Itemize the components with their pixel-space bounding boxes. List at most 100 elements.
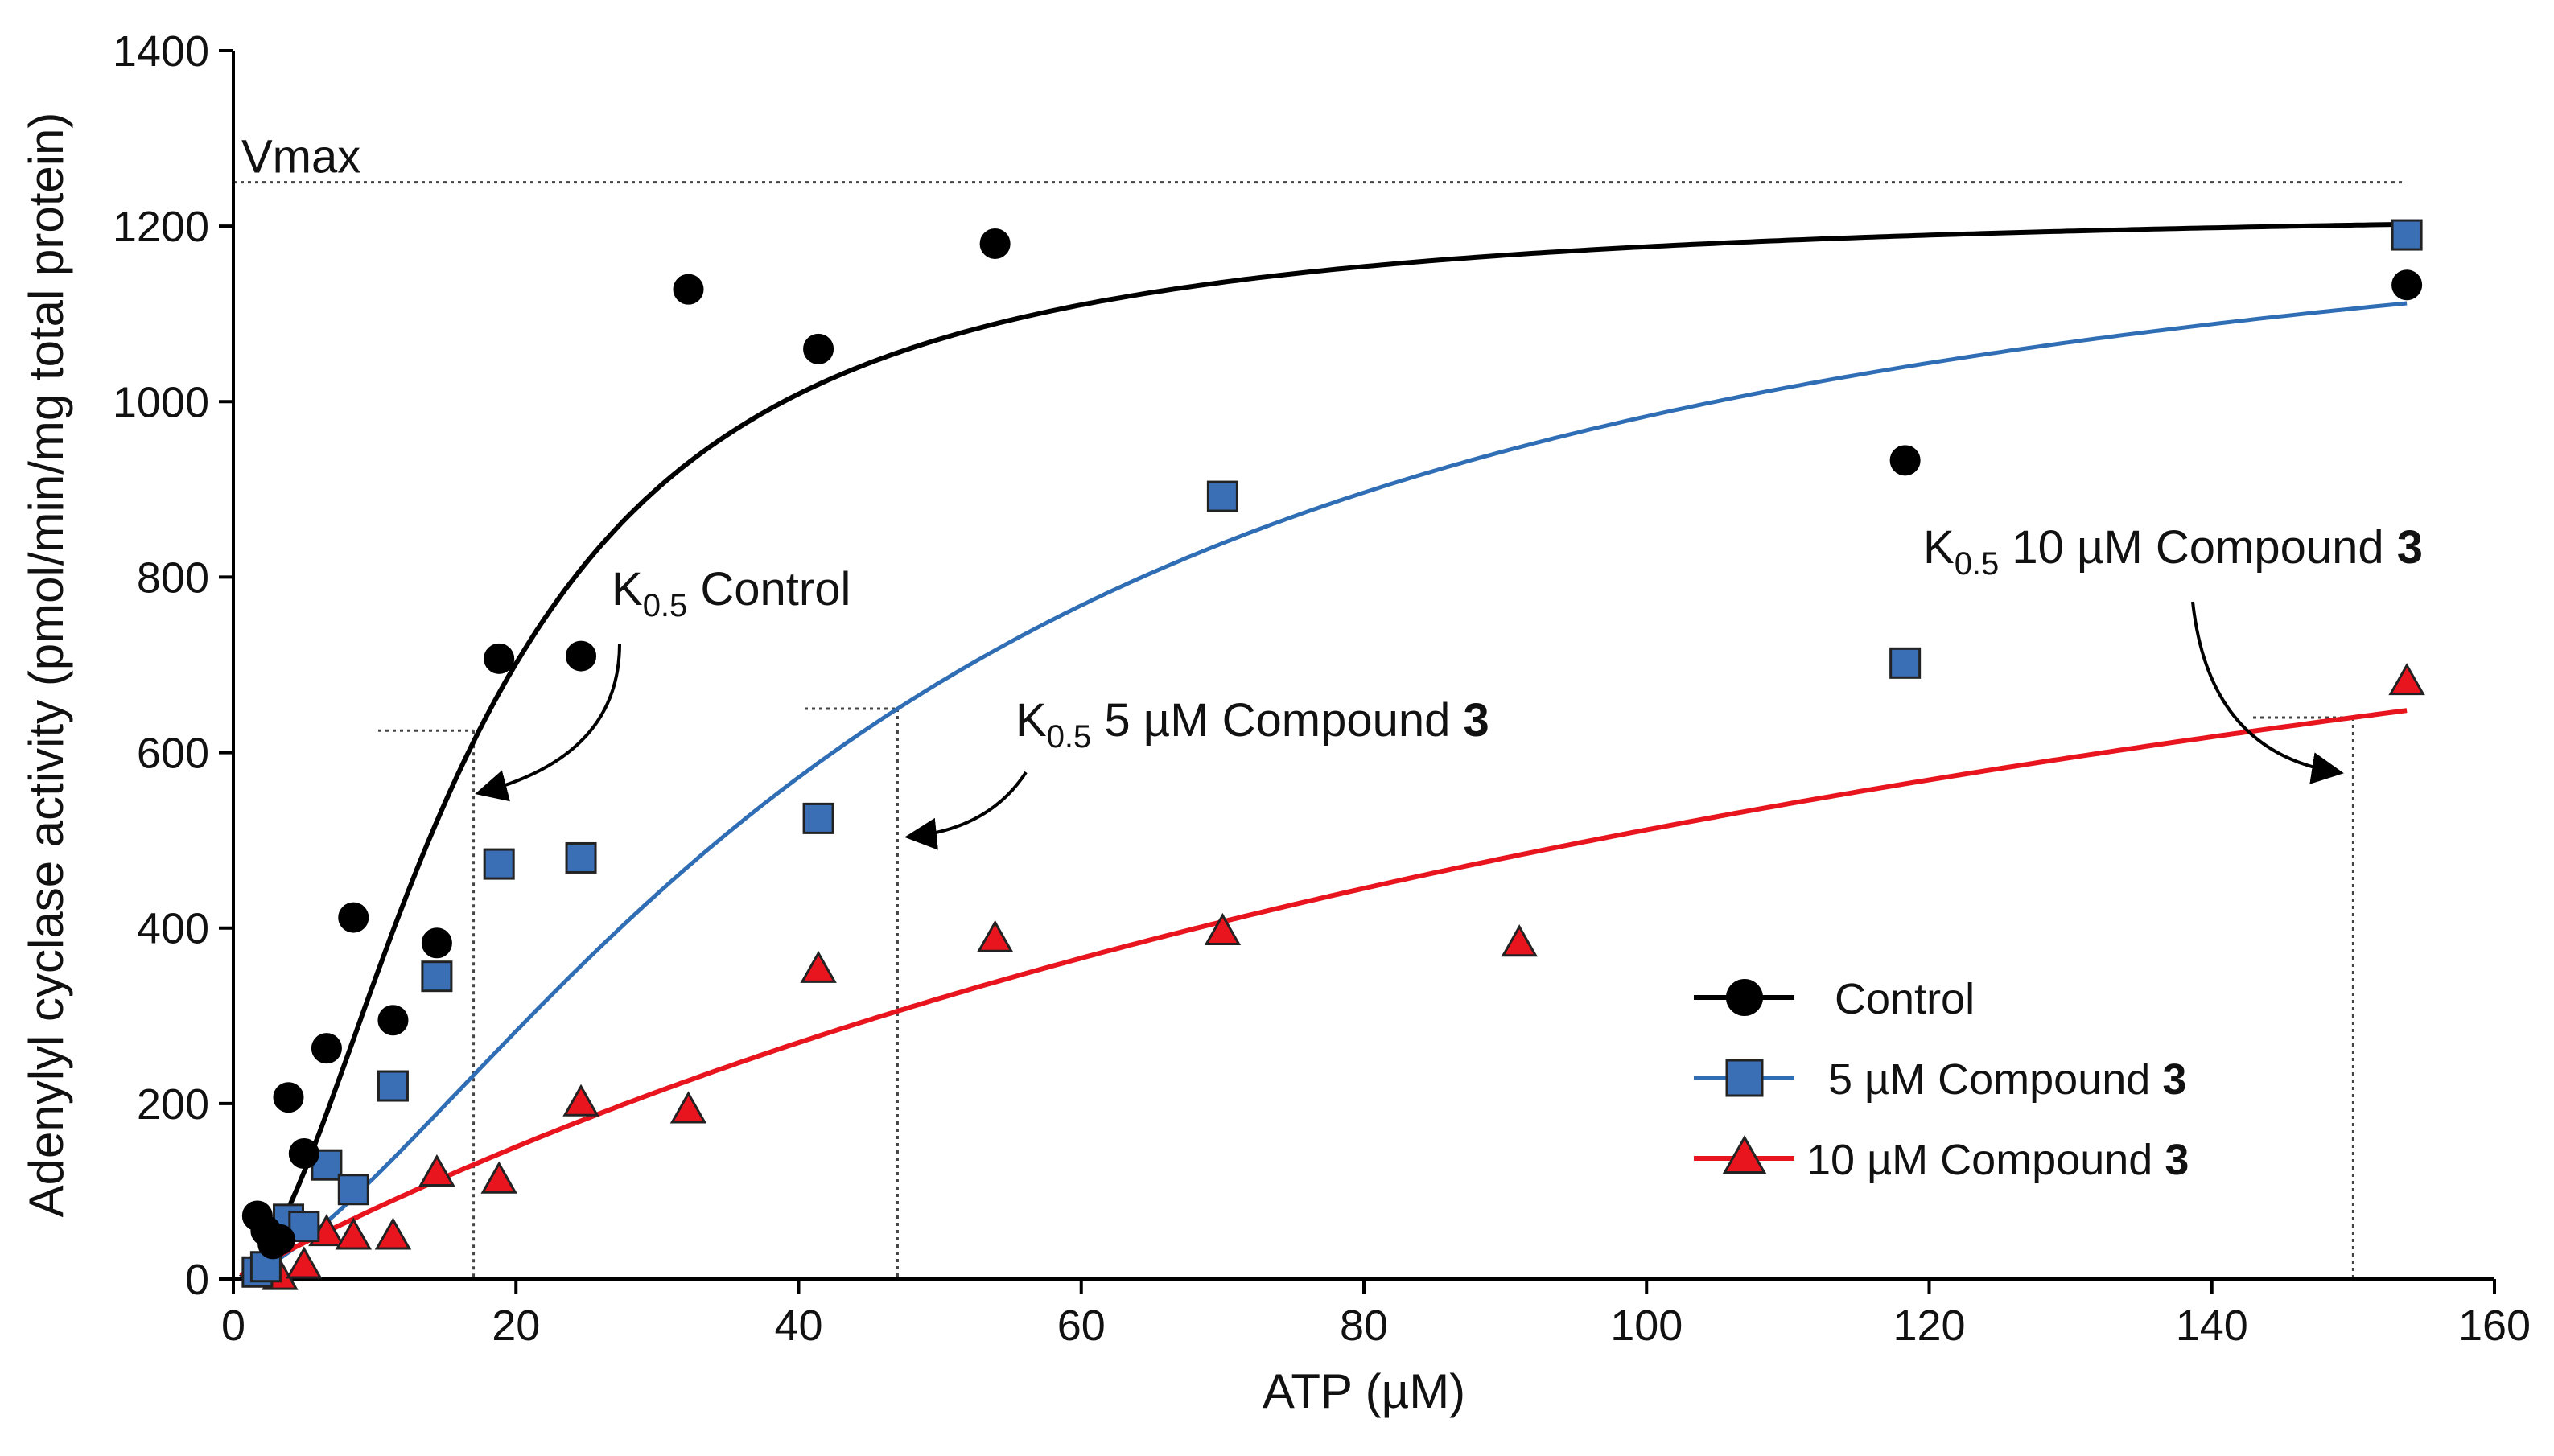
legend-item-10um-compound-3: 10 µM Compound 3 [1694, 1135, 2189, 1184]
k05-control-text: Control [687, 563, 851, 615]
10um-compound-3-point [374, 1217, 412, 1250]
10um-compound-3-point [418, 1154, 455, 1187]
k05-5um-compound-number: 3 [1463, 694, 1489, 747]
control-point [273, 1082, 304, 1113]
legend-marker-shape [1726, 979, 1763, 1016]
y-tick-label: 600 [137, 730, 209, 778]
10um-compound-3-point [800, 950, 837, 983]
k05-10um-compound-number: 3 [2397, 521, 2423, 574]
control-point [377, 1005, 409, 1036]
vmax-label: Vmax [241, 131, 360, 183]
k05-control-subscript: 0.5 [643, 588, 688, 623]
legend: Control 5 µM Compound 3 10 µM Compound 3 [1694, 975, 2189, 1184]
legend-label-5um: 5 µM Compound 3 [1828, 1055, 2186, 1104]
legend-marker-shape [1722, 1135, 1767, 1174]
control-point [421, 927, 452, 959]
10um-compound-3-fit-curve [239, 708, 2408, 1278]
5um-compound-3-point [483, 848, 515, 880]
y-tick-label: 1400 [113, 27, 209, 76]
x-tick-label: 60 [1057, 1302, 1106, 1350]
reference-lines: Vmax [233, 131, 2406, 1279]
k05-10um-label: K0.5 10 µM Compound 3 [1923, 521, 2423, 582]
5um-compound-3-point [421, 960, 453, 993]
x-tick-label: 80 [1340, 1302, 1388, 1350]
5um-compound-3-point [337, 1174, 369, 1206]
legend-label-5um-text: 5 µM Compound [1828, 1055, 2162, 1104]
control-point [288, 1138, 319, 1170]
x-tick-label: 120 [1893, 1302, 1965, 1350]
k05-10um-arrow [2191, 601, 2344, 784]
control-point [566, 640, 597, 672]
legend-label-10um-text: 10 µM Compound [1806, 1136, 2165, 1184]
10um-compound-3-point [1501, 924, 1538, 957]
legend-label-10um-number: 3 [2165, 1136, 2189, 1184]
k05-10um-subscript: 0.5 [1955, 546, 2000, 582]
legend-item-5um-compound-3: 5 µM Compound 3 [1694, 1055, 2186, 1104]
control-point [979, 228, 1011, 259]
5um-compound-3-point [288, 1211, 320, 1243]
5um-compound-3-fit-curve [240, 301, 2408, 1280]
k05-5um-k: K [1015, 694, 1047, 747]
10um-compound-3-point [669, 1091, 707, 1124]
control-point [338, 902, 369, 933]
control-point [1889, 445, 1921, 476]
control-point [264, 1224, 295, 1255]
x-axis-title: ATP (µM) [1263, 1364, 1465, 1418]
k05-10um-text: 10 µM Compound [1999, 521, 2396, 574]
y-tick-label: 200 [137, 1080, 209, 1129]
y-tick-label: 0 [185, 1256, 209, 1304]
control-point [311, 1033, 342, 1064]
5um-compound-3-point [2391, 219, 2423, 251]
legend-item-control: Control [1694, 975, 1975, 1023]
control-point [2391, 269, 2423, 301]
x-tick-label: 160 [2458, 1302, 2531, 1350]
x-tick-label: 40 [774, 1302, 822, 1350]
x-tick-label: 20 [492, 1302, 540, 1350]
legend-label-5um-number: 3 [2162, 1055, 2186, 1104]
legend-label-control-text: Control [1835, 975, 1975, 1023]
x-tick-label: 0 [221, 1302, 245, 1350]
10um-compound-3-point [976, 919, 1014, 952]
y-tick-label: 1200 [113, 203, 209, 251]
control-point [803, 333, 834, 364]
x-tick-label: 100 [1610, 1302, 1683, 1350]
10um-compound-3-point [2388, 663, 2425, 696]
legend-marker-control [1726, 979, 1763, 1016]
y-axis-ticks: 0 200 400 600 800 1000 1200 1400 [113, 27, 233, 1304]
k05-control-label: K0.5 Control [612, 563, 851, 623]
k05-annotations: K0.5 Control K0.5 5 µM Compound 3 K0.5 1… [475, 521, 2423, 850]
10um-compound-3-point [286, 1246, 323, 1279]
y-axis-title: Adenylyl cyclase activity (pmol/min/mg t… [19, 113, 73, 1218]
legend-marker-shape [1725, 1059, 1764, 1097]
legend-marker-10um [1722, 1135, 1767, 1174]
5um-compound-3-point [377, 1070, 409, 1102]
control-point [484, 643, 515, 674]
k05-5um-subscript: 0.5 [1047, 719, 1092, 755]
k05-control-k: K [612, 563, 643, 615]
y-tick-label: 1000 [113, 378, 209, 426]
k05-control-arrow [475, 643, 621, 802]
x-axis-ticks: 0 20 40 60 80 100 120 140 160 [221, 1279, 2531, 1350]
control-point [673, 274, 704, 305]
5um-compound-3-point [565, 841, 597, 874]
x-tick-label: 140 [2176, 1302, 2248, 1350]
10um-compound-3-point [562, 1084, 599, 1117]
axes: 0 20 40 60 80 100 120 140 160 0 200 400 600 800 1000 1… [19, 27, 2531, 1418]
k05-5um-label: K0.5 5 µM Compound 3 [1015, 694, 1489, 755]
k05-5um-text: 5 µM Compound [1091, 694, 1463, 747]
fit-curves [239, 221, 2408, 1280]
legend-label-control: Control [1835, 975, 1975, 1023]
5um-compound-3-point [802, 802, 834, 834]
legend-label-10um: 10 µM Compound 3 [1806, 1136, 2189, 1184]
5um-compound-3-point [1206, 480, 1238, 512]
10um-compound-3-point [1204, 912, 1242, 946]
10um-compound-3-point [480, 1161, 517, 1194]
y-tick-label: 800 [137, 553, 209, 602]
legend-marker-5um [1725, 1059, 1764, 1097]
5um-compound-3-point [1889, 647, 1922, 679]
data-points [241, 219, 2425, 1290]
y-tick-label: 400 [137, 905, 209, 953]
k05-10um-k: K [1923, 521, 1955, 574]
control-fit-curve [239, 221, 2408, 1280]
